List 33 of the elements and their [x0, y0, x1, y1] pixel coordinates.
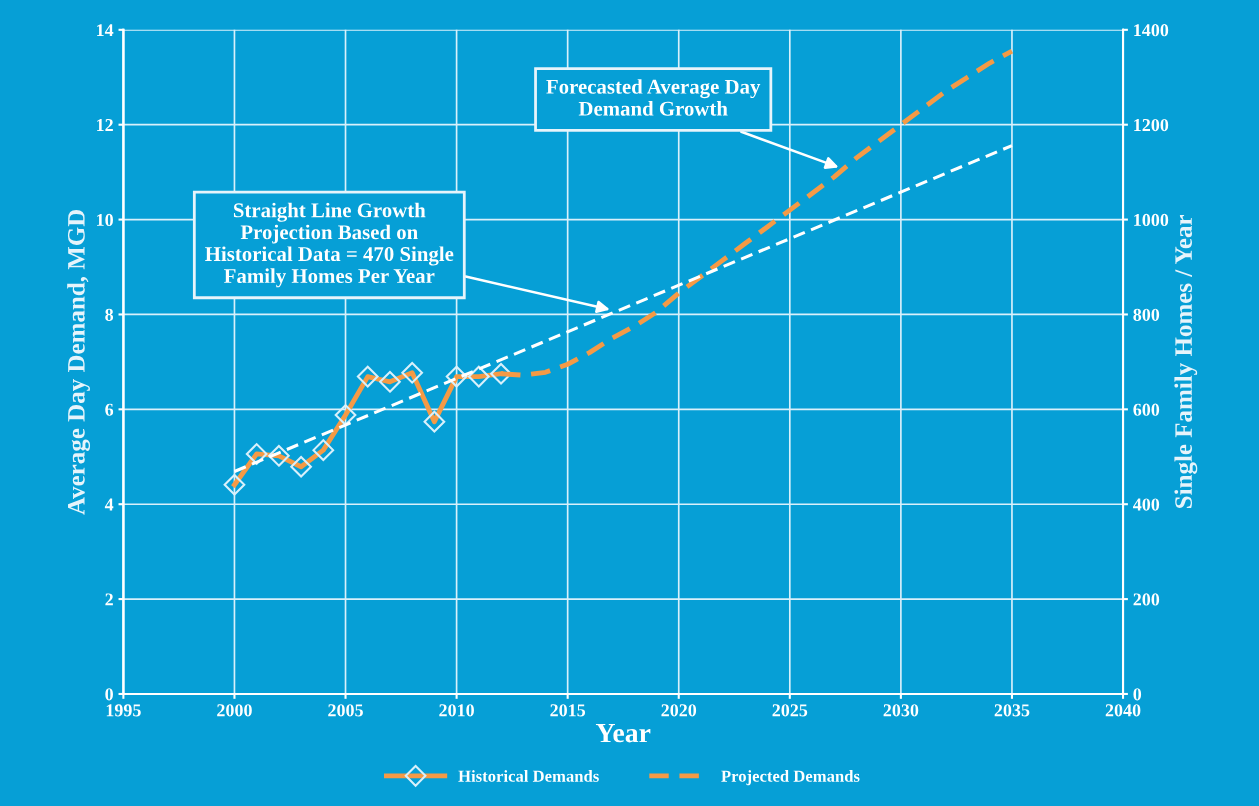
- x-axis-title: Year: [595, 723, 651, 743]
- x-tick-label: 2000: [217, 704, 252, 717]
- y2-tick-label: 800: [1133, 308, 1160, 321]
- y-tick-label: 10: [97, 213, 113, 227]
- y-tick-label: 2: [105, 593, 113, 606]
- y2-tick-label: 600: [1133, 403, 1160, 416]
- x-tick-label: 2040: [1105, 704, 1141, 717]
- y2-tick-label: 1200: [1134, 118, 1169, 132]
- y-tick-label: 4: [104, 498, 114, 511]
- y-tick-label: 6: [105, 403, 114, 416]
- x-tick-label: 2020: [661, 704, 697, 717]
- x-tick-label: 2015: [550, 704, 586, 717]
- legend-label: Historical Demands: [458, 770, 599, 782]
- x-tick-label: 2025: [772, 704, 808, 717]
- y2-tick-label: 1400: [1134, 24, 1169, 37]
- y-tick-label: 12: [97, 119, 113, 131]
- annotation: Forecasted Average Day Demand Growth: [546, 79, 761, 116]
- x-tick-label: 2030: [883, 704, 919, 717]
- annotation: Straight Line Growth Projection Based on Historical Data = 470 Single Family Homes Per Year: [205, 202, 454, 288]
- x-tick-label: 2035: [994, 704, 1030, 717]
- x-tick-label: 2010: [439, 704, 474, 717]
- y-tick-label: 8: [105, 308, 114, 321]
- y-tick-label: 0: [105, 688, 113, 701]
- legend-label: Projected Demands: [721, 770, 860, 786]
- y2-axis-title: Single Family Homes / Year: [1174, 215, 1198, 508]
- x-tick-label: 1995: [106, 704, 141, 717]
- y2-tick-label: 1000: [1134, 213, 1169, 227]
- y-axis-title: Average Day Demand, MGD: [67, 209, 91, 515]
- y2-tick-label: 200: [1133, 593, 1160, 606]
- y2-tick-label: 400: [1133, 498, 1160, 511]
- y2-tick-label: 0: [1133, 688, 1142, 701]
- y-tick-label: 14: [97, 24, 114, 37]
- x-tick-label: 2005: [328, 704, 363, 717]
